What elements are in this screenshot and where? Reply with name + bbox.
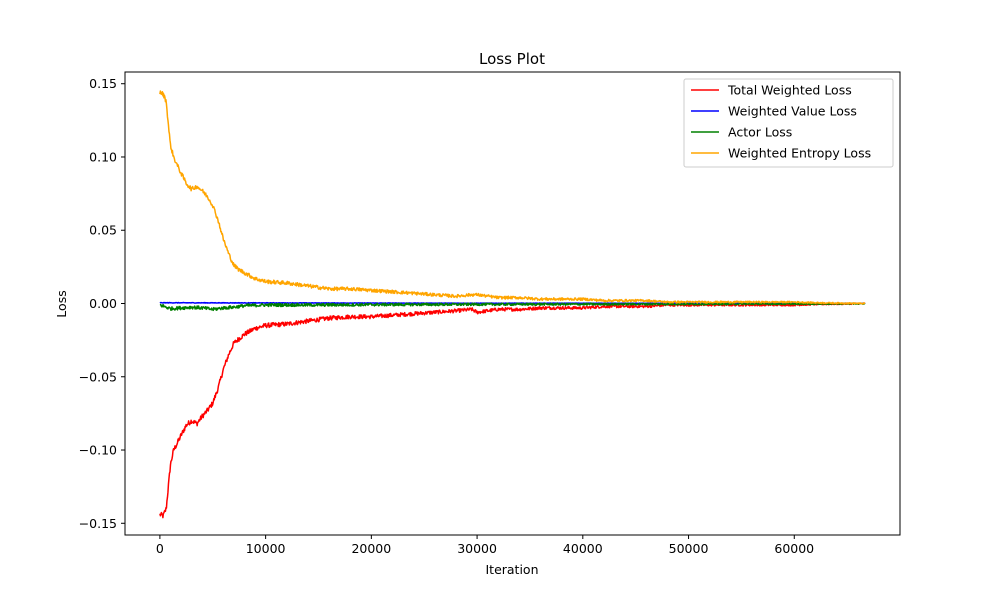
chart-title: Loss Plot (479, 50, 545, 68)
y-tick-label: −0.10 (79, 443, 117, 458)
x-tick-label: 60000 (774, 541, 814, 556)
x-tick-label: 20000 (351, 541, 391, 556)
y-tick-label: −0.05 (79, 369, 117, 384)
legend-label: Actor Loss (728, 125, 792, 140)
y-axis-label: Loss (54, 290, 69, 317)
plot-frame (124, 71, 901, 536)
series-line-weighted-entropy-loss (159, 90, 866, 305)
y-tick-label: 0.15 (89, 76, 117, 91)
y-tick-label: −0.15 (79, 516, 117, 531)
legend-label: Total Weighted Loss (727, 83, 852, 98)
x-tick-label: 50000 (669, 541, 709, 556)
x-axis-label: Iteration (485, 562, 538, 577)
legend-box (683, 78, 894, 168)
series-line-actor-loss (159, 302, 866, 312)
y-tick-label: 0.05 (89, 223, 117, 238)
y-tick-label: 0.10 (89, 149, 117, 164)
legend-label: Weighted Value Loss (728, 104, 857, 119)
x-axis-ticks: 0 10000 20000 30000 40000 50000 60000 (156, 535, 814, 556)
y-axis-ticks: −0.15 −0.10 −0.05 0.00 0.05 0.10 0.15 (79, 76, 125, 531)
y-tick-label: 0.00 (89, 296, 117, 311)
plot-lines (159, 90, 866, 519)
legend: Total Weighted Loss Weighted Value Loss Ac… (683, 78, 894, 168)
x-tick-label: 30000 (457, 541, 497, 556)
x-tick-label: 10000 (246, 541, 286, 556)
legend-label: Weighted Entropy Loss (728, 146, 871, 161)
x-tick-label: 40000 (563, 541, 603, 556)
legend-items: Total Weighted Loss Weighted Value Loss Ac… (691, 83, 871, 161)
x-tick-label: 0 (156, 541, 164, 556)
